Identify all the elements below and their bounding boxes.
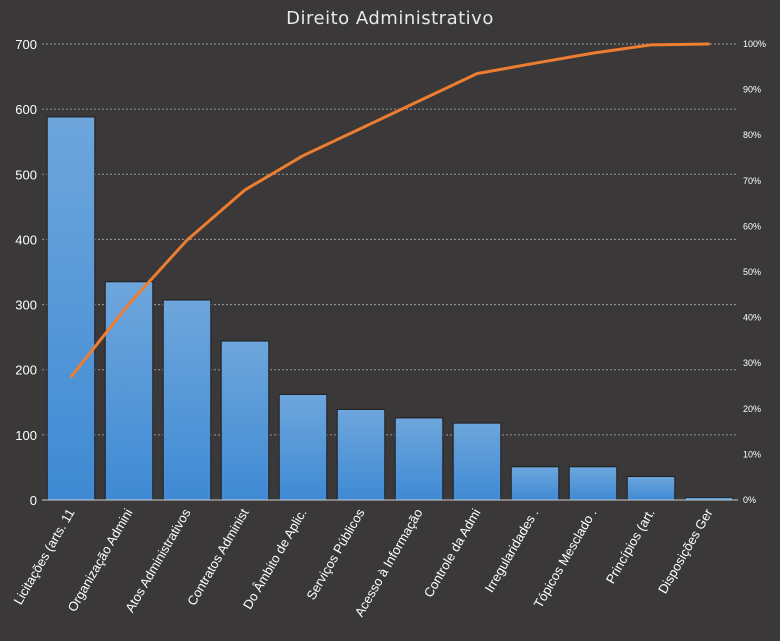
right-axis-tick-label: 20% (743, 404, 761, 414)
bar (162, 299, 212, 501)
bar (626, 476, 676, 501)
category-label: Controle da Admi (421, 506, 484, 600)
grid-lines (42, 43, 738, 436)
bar (336, 408, 386, 501)
right-axis-tick-label: 100% (743, 39, 766, 49)
right-axis-tick-label: 40% (743, 313, 761, 323)
bar-series (46, 116, 734, 501)
category-label: Atos Administrativos (122, 506, 194, 615)
left-axis-tick-label: 0 (30, 493, 37, 508)
right-axis-tick-label: 90% (743, 85, 761, 95)
bar (104, 281, 154, 501)
cumulative-line (69, 42, 710, 378)
bar (46, 116, 96, 501)
bar (278, 393, 328, 501)
cumulative-point (243, 188, 247, 192)
cumulative-point (591, 51, 595, 55)
left-axis-tick-label: 500 (15, 167, 37, 182)
cumulative-point (533, 61, 537, 65)
left-axis-tick-label: 200 (15, 363, 37, 378)
right-axis-tick-label: 60% (743, 221, 761, 231)
left-axis-tick-label: 600 (15, 102, 37, 117)
cumulative-point (359, 127, 363, 130)
cumulative-point (417, 99, 421, 103)
category-label: Disposições Ger (655, 505, 716, 596)
category-label: Irregularidades . (482, 506, 542, 595)
left-axis-tick-label: 400 (15, 232, 37, 247)
bar (394, 417, 444, 501)
right-axis-tick-label: 50% (743, 267, 761, 277)
chart-title: Direito Administrativo (286, 8, 494, 29)
right-axis-tick-label: 80% (743, 130, 761, 140)
cumulative-point (649, 43, 653, 47)
bar (220, 340, 270, 501)
cumulative-point (69, 375, 73, 379)
bar (510, 466, 560, 501)
cumulative-point (475, 72, 479, 75)
right-axis-tick-label: 0% (743, 495, 756, 505)
cumulative-point (185, 238, 189, 242)
category-label: Licitações (arts. 11 (11, 506, 78, 607)
category-label: Princípios (art. (603, 506, 658, 586)
category-label: Contratos Administ (184, 506, 252, 608)
category-label: Do Âmbito de Aplic. (240, 506, 310, 612)
bar (568, 466, 618, 501)
cumulative-point (301, 154, 305, 157)
category-label: Serviços Públicos (303, 506, 368, 603)
category-label: Acesso à Informação (352, 506, 426, 619)
cumulative-point (127, 302, 131, 306)
right-axis-tick-label: 10% (743, 449, 761, 459)
left-axis-tick-label: 100 (15, 428, 37, 443)
left-axis-tick-label: 700 (15, 37, 37, 52)
cumulative-line-series (69, 42, 711, 379)
bar (452, 422, 502, 501)
left-axis-tick-label: 300 (15, 298, 37, 313)
right-axis-tick-label: 70% (743, 176, 761, 186)
category-label: Organização Admini (64, 506, 135, 614)
category-label: Tópicos Mesclado . (531, 506, 600, 610)
cumulative-point (707, 42, 711, 46)
right-axis-tick-label: 30% (743, 358, 761, 368)
